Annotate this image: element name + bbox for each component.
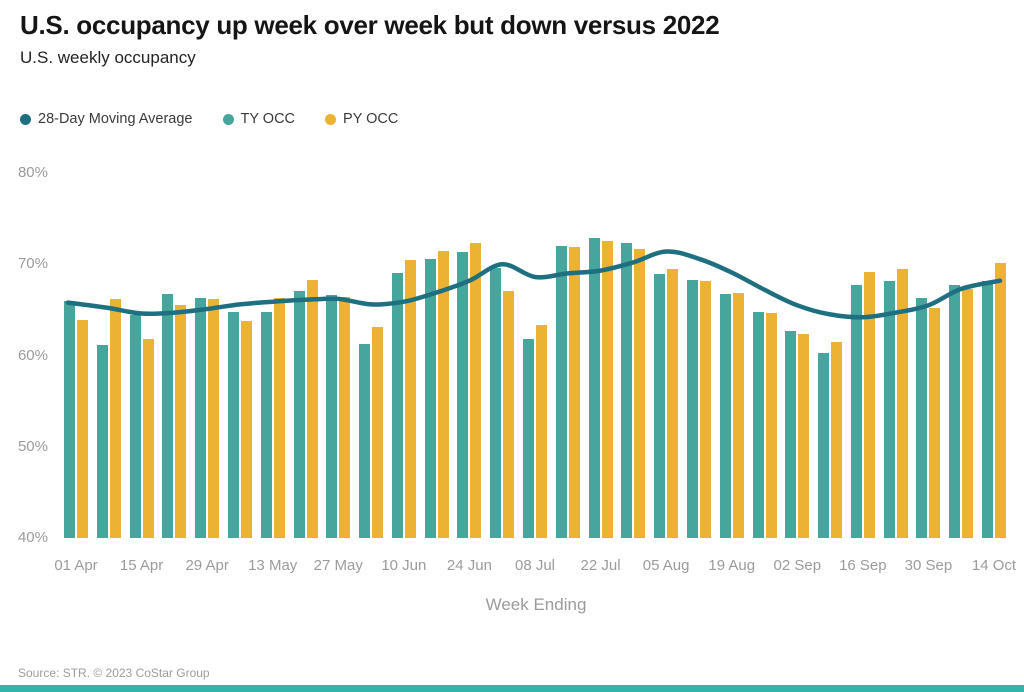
bar-py-occ <box>896 268 908 538</box>
x-axis-tick-label: 27 May <box>313 557 363 574</box>
y-axis-tick-label: 60% <box>17 346 48 364</box>
bar-ty-occ <box>326 295 338 538</box>
bar-py-occ <box>208 298 220 538</box>
bar-py-occ <box>372 327 384 538</box>
bar-py-occ <box>699 280 711 538</box>
bar-ty-occ <box>424 258 436 538</box>
x-axis-tick-label: 24 Jun <box>446 557 492 574</box>
bar-ty-occ <box>982 280 993 538</box>
x-axis-tick-label: 13 May <box>248 557 298 574</box>
x-axis-tick-label: 30 Sep <box>904 557 953 574</box>
source-attribution: Source: STR. © 2023 CoStar Group <box>18 666 210 680</box>
bar-py-occ <box>109 298 121 538</box>
bar-ty-occ <box>686 279 698 538</box>
bar-ty-occ <box>195 298 207 538</box>
bar-ty-occ <box>293 290 305 538</box>
x-axis-tick-label: 16 Sep <box>839 557 887 574</box>
bar-py-occ <box>765 312 777 538</box>
bar-py-occ <box>536 325 547 538</box>
y-axis-tick-label: 80% <box>17 164 48 181</box>
bar-py-occ <box>142 339 154 538</box>
bar-ty-occ <box>490 267 502 538</box>
legend-label: TY OCC <box>240 111 296 127</box>
bar-py-occ <box>437 250 449 538</box>
bar-py-occ <box>470 243 482 538</box>
bar-ty-occ <box>850 285 862 538</box>
bar-ty-occ <box>260 311 272 538</box>
bar-ty-occ <box>227 311 239 538</box>
bar-py-occ <box>568 246 580 538</box>
x-axis-tick-label: 22 Jul <box>580 557 621 574</box>
bar-py-occ <box>929 308 941 538</box>
bar-py-occ <box>732 292 744 538</box>
x-axis-tick-label: 15 Apr <box>119 557 164 574</box>
bar-py-occ <box>831 341 843 538</box>
bar-py-occ <box>962 288 974 538</box>
bar-py-occ <box>667 268 679 538</box>
legend-item-moving-average: 28-Day Moving Average <box>20 111 193 127</box>
bar-ty-occ <box>916 298 928 538</box>
bar-ty-occ <box>883 280 895 538</box>
bar-ty-occ <box>96 344 108 538</box>
bar-ty-occ <box>64 300 75 539</box>
page-title: U.S. occupancy up week over week but dow… <box>20 10 720 40</box>
x-axis-tick-label: 01 Apr <box>54 557 98 574</box>
x-axis-tick-label: 19 Aug <box>708 557 756 574</box>
bar-py-occ <box>503 290 515 538</box>
bar-ty-occ <box>129 315 141 538</box>
x-axis-tick-label: 29 Apr <box>185 557 229 574</box>
bar-ty-occ <box>818 352 830 538</box>
bar-py-occ <box>306 279 318 538</box>
bar-py-occ <box>339 297 351 538</box>
bar-ty-occ <box>457 252 469 538</box>
y-axis-tick-label: 50% <box>17 437 48 455</box>
bar-py-occ <box>77 319 88 538</box>
bar-py-occ <box>240 320 252 538</box>
x-axis-tick-label: 10 Jun <box>381 557 427 574</box>
y-axis-tick-label: 70% <box>17 255 48 273</box>
x-axis-tick-label: 05 Aug <box>642 557 690 574</box>
x-axis-tick-label: 08 Jul <box>514 557 556 574</box>
x-axis-tick-label: 02 Sep <box>773 557 822 574</box>
bar-py-occ <box>634 248 646 538</box>
bar-ty-occ <box>555 246 567 538</box>
bar-py-occ <box>863 271 875 538</box>
x-axis-tick-label: 14 Oct <box>971 557 1017 574</box>
bar-ty-occ <box>162 293 174 538</box>
bar-ty-occ <box>752 311 764 538</box>
legend: 28-Day Moving Average TY OCC PY OCC <box>20 111 398 127</box>
bar-py-occ <box>175 305 187 538</box>
legend-label: 28-Day Moving Average <box>38 111 193 127</box>
footer-accent-bar <box>0 685 1024 692</box>
bar-py-occ <box>798 333 810 538</box>
legend-item-py-occ: PY OCC <box>325 111 398 127</box>
bar-ty-occ <box>588 237 600 538</box>
bar-ty-occ <box>359 343 371 538</box>
x-axis-title: Week Ending <box>485 595 587 614</box>
y-axis-tick-label: 40% <box>17 529 48 546</box>
py-occ-dot-icon <box>325 113 337 125</box>
bar-ty-occ <box>654 274 666 538</box>
bar-py-occ <box>404 259 416 538</box>
bar-py-occ <box>601 240 613 538</box>
bar-ty-occ <box>785 330 797 538</box>
bar-ty-occ <box>949 285 961 538</box>
legend-label: PY OCC <box>343 111 399 127</box>
bar-ty-occ <box>391 272 403 538</box>
bar-py-occ <box>995 263 1006 538</box>
legend-item-ty-occ: TY OCC <box>222 111 296 127</box>
bar-ty-occ <box>523 339 534 538</box>
bar-py-occ <box>273 298 285 538</box>
ty-occ-dot-icon <box>222 113 234 125</box>
moving-average-dot-icon <box>20 113 31 125</box>
bar-ty-occ <box>621 243 633 538</box>
page-subtitle: U.S. weekly occupancy <box>20 48 196 67</box>
bar-ty-occ <box>719 293 731 538</box>
